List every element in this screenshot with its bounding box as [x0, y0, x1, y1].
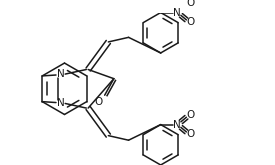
Text: N: N	[173, 120, 181, 130]
Text: O: O	[187, 0, 195, 8]
Text: N: N	[57, 69, 64, 79]
Text: O: O	[187, 17, 195, 27]
Text: N: N	[173, 8, 181, 17]
Text: O: O	[187, 129, 195, 139]
Text: O: O	[187, 110, 195, 120]
Text: N: N	[57, 99, 64, 108]
Text: O: O	[94, 97, 102, 107]
